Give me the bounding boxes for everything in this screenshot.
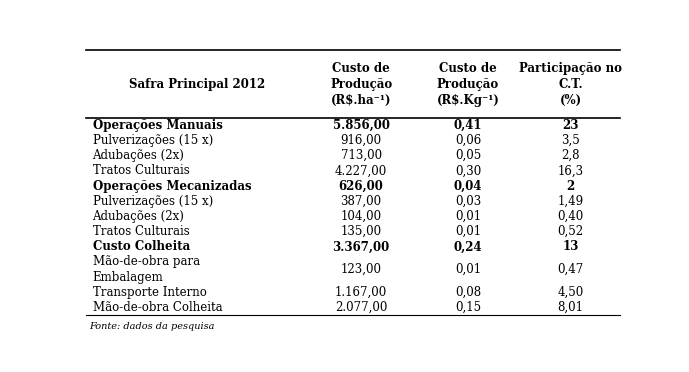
Text: Custo Colheita: Custo Colheita	[92, 240, 189, 253]
Text: Transporte Interno: Transporte Interno	[92, 286, 207, 299]
Text: Custo de
Produção
(R$.Kg⁻¹): Custo de Produção (R$.Kg⁻¹)	[436, 61, 500, 106]
Text: 387,00: 387,00	[340, 195, 382, 208]
Text: 0,47: 0,47	[557, 263, 584, 276]
Text: Adubações (2x): Adubações (2x)	[92, 149, 185, 162]
Text: 3,5: 3,5	[562, 134, 580, 147]
Text: Pulverizações (15 x): Pulverizações (15 x)	[92, 195, 213, 208]
Text: Custo de
Produção
(R$.ha⁻¹): Custo de Produção (R$.ha⁻¹)	[330, 61, 392, 106]
Text: 0,01: 0,01	[455, 263, 481, 276]
Text: 104,00: 104,00	[340, 210, 382, 223]
Text: 8,01: 8,01	[557, 301, 584, 314]
Text: Operações Mecanizadas: Operações Mecanizadas	[92, 180, 251, 193]
Text: 1,49: 1,49	[557, 195, 584, 208]
Text: 0,08: 0,08	[455, 286, 481, 299]
Text: 4.227,00: 4.227,00	[335, 164, 387, 177]
Text: 0,05: 0,05	[455, 149, 481, 162]
Text: 16,3: 16,3	[557, 164, 584, 177]
Text: Fonte: dados da pesquisa: Fonte: dados da pesquisa	[89, 323, 214, 331]
Text: 0,15: 0,15	[455, 301, 481, 314]
Text: Operações Manuais: Operações Manuais	[92, 119, 223, 132]
Text: Safra Principal 2012: Safra Principal 2012	[129, 77, 265, 90]
Text: 135,00: 135,00	[340, 225, 382, 238]
Text: Tratos Culturais: Tratos Culturais	[92, 225, 189, 238]
Text: 0,24: 0,24	[453, 240, 482, 253]
Text: 5.856,00: 5.856,00	[333, 119, 389, 132]
Text: 2: 2	[566, 180, 575, 193]
Text: 0,40: 0,40	[557, 210, 584, 223]
Text: 13: 13	[562, 240, 579, 253]
Text: Adubações (2x): Adubações (2x)	[92, 210, 185, 223]
Text: 4,50: 4,50	[557, 286, 584, 299]
Text: 0,03: 0,03	[455, 195, 481, 208]
Text: 0,01: 0,01	[455, 225, 481, 238]
Text: 0,30: 0,30	[455, 164, 481, 177]
Text: 2,8: 2,8	[562, 149, 580, 162]
Text: Tratos Culturais: Tratos Culturais	[92, 164, 189, 177]
Text: 626,00: 626,00	[339, 180, 384, 193]
Text: 2.077,00: 2.077,00	[335, 301, 387, 314]
Text: Pulverizações (15 x): Pulverizações (15 x)	[92, 134, 213, 147]
Text: 713,00: 713,00	[340, 149, 382, 162]
Text: 3.367,00: 3.367,00	[333, 240, 390, 253]
Text: 0,52: 0,52	[557, 225, 584, 238]
Text: 1.167,00: 1.167,00	[335, 286, 387, 299]
Text: 0,01: 0,01	[455, 210, 481, 223]
Text: 916,00: 916,00	[340, 134, 382, 147]
Text: 23: 23	[562, 119, 579, 132]
Text: Mão-de-obra para
Embalagem: Mão-de-obra para Embalagem	[92, 255, 200, 284]
Text: 0,04: 0,04	[453, 180, 482, 193]
Text: 0,41: 0,41	[453, 119, 482, 132]
Text: 0,06: 0,06	[455, 134, 481, 147]
Text: Participação no
C.T.
(%): Participação no C.T. (%)	[520, 61, 622, 106]
Text: 123,00: 123,00	[340, 263, 382, 276]
Text: Mão-de-obra Colheita: Mão-de-obra Colheita	[92, 301, 222, 314]
